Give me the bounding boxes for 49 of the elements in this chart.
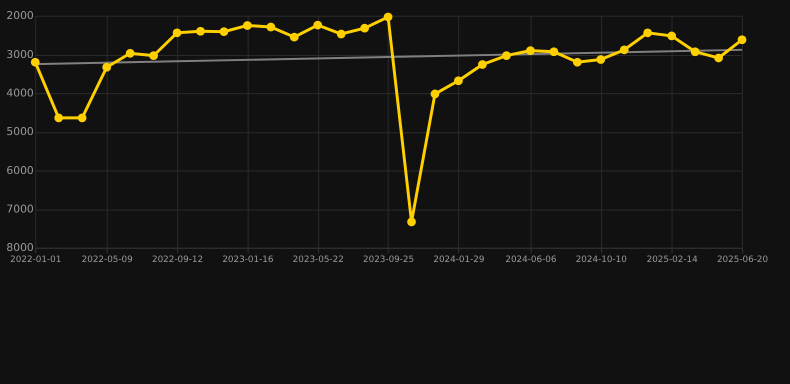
- y-tick-label: 4000: [6, 86, 34, 100]
- point: [478, 60, 487, 69]
- point: [667, 32, 676, 40]
- point: [384, 12, 392, 22]
- y-tick-label: 5000: [6, 125, 34, 138]
- point: [126, 48, 135, 58]
- point: [714, 54, 723, 62]
- point: [407, 218, 416, 226]
- point: [690, 47, 700, 56]
- point: [430, 90, 440, 98]
- point: [620, 45, 629, 54]
- point: [336, 30, 346, 38]
- x-tick-label: 2025-06-20: [716, 255, 768, 266]
- x-tick-label: 2023-01-16: [222, 255, 274, 266]
- point: [172, 28, 182, 38]
- point: [596, 55, 606, 64]
- y-tick-label: 7000: [6, 202, 34, 216]
- point: [220, 27, 228, 36]
- point: [550, 47, 558, 56]
- point: [313, 20, 322, 30]
- point: [102, 62, 112, 72]
- x-tick-label: 2022-09-12: [152, 255, 204, 266]
- point: [266, 22, 276, 32]
- point: [196, 26, 205, 36]
- point: [572, 58, 582, 67]
- point: [738, 35, 746, 44]
- x-tick-label: 2025-02-14: [646, 255, 698, 266]
- point: [78, 114, 87, 122]
- y-tick-label: 2000: [6, 9, 34, 22]
- point: [454, 76, 463, 86]
- point: [149, 51, 158, 60]
- x-tick-label: 2022-01-01: [10, 255, 62, 266]
- x-tick-label: 2023-05-22: [292, 255, 344, 266]
- x-tick-label: 2023-09-25: [363, 255, 414, 266]
- y-tick-label: 3000: [6, 48, 34, 61]
- point: [54, 114, 64, 122]
- y-tick-label: 6000: [6, 164, 34, 177]
- x-tick-label: 2024-01-29: [433, 255, 484, 266]
- point: [526, 46, 535, 55]
- point: [360, 24, 370, 33]
- x-tick-label: 2024-10-10: [576, 255, 628, 266]
- point: [30, 58, 40, 67]
- y-tick-label: 8000: [6, 241, 34, 254]
- x-tick-label: 2022-05-09: [82, 255, 133, 266]
- x-tick-label: 2024-06-06: [505, 255, 557, 266]
- point: [643, 28, 652, 38]
- point: [290, 32, 299, 42]
- point: [502, 51, 511, 60]
- point: [243, 21, 252, 30]
